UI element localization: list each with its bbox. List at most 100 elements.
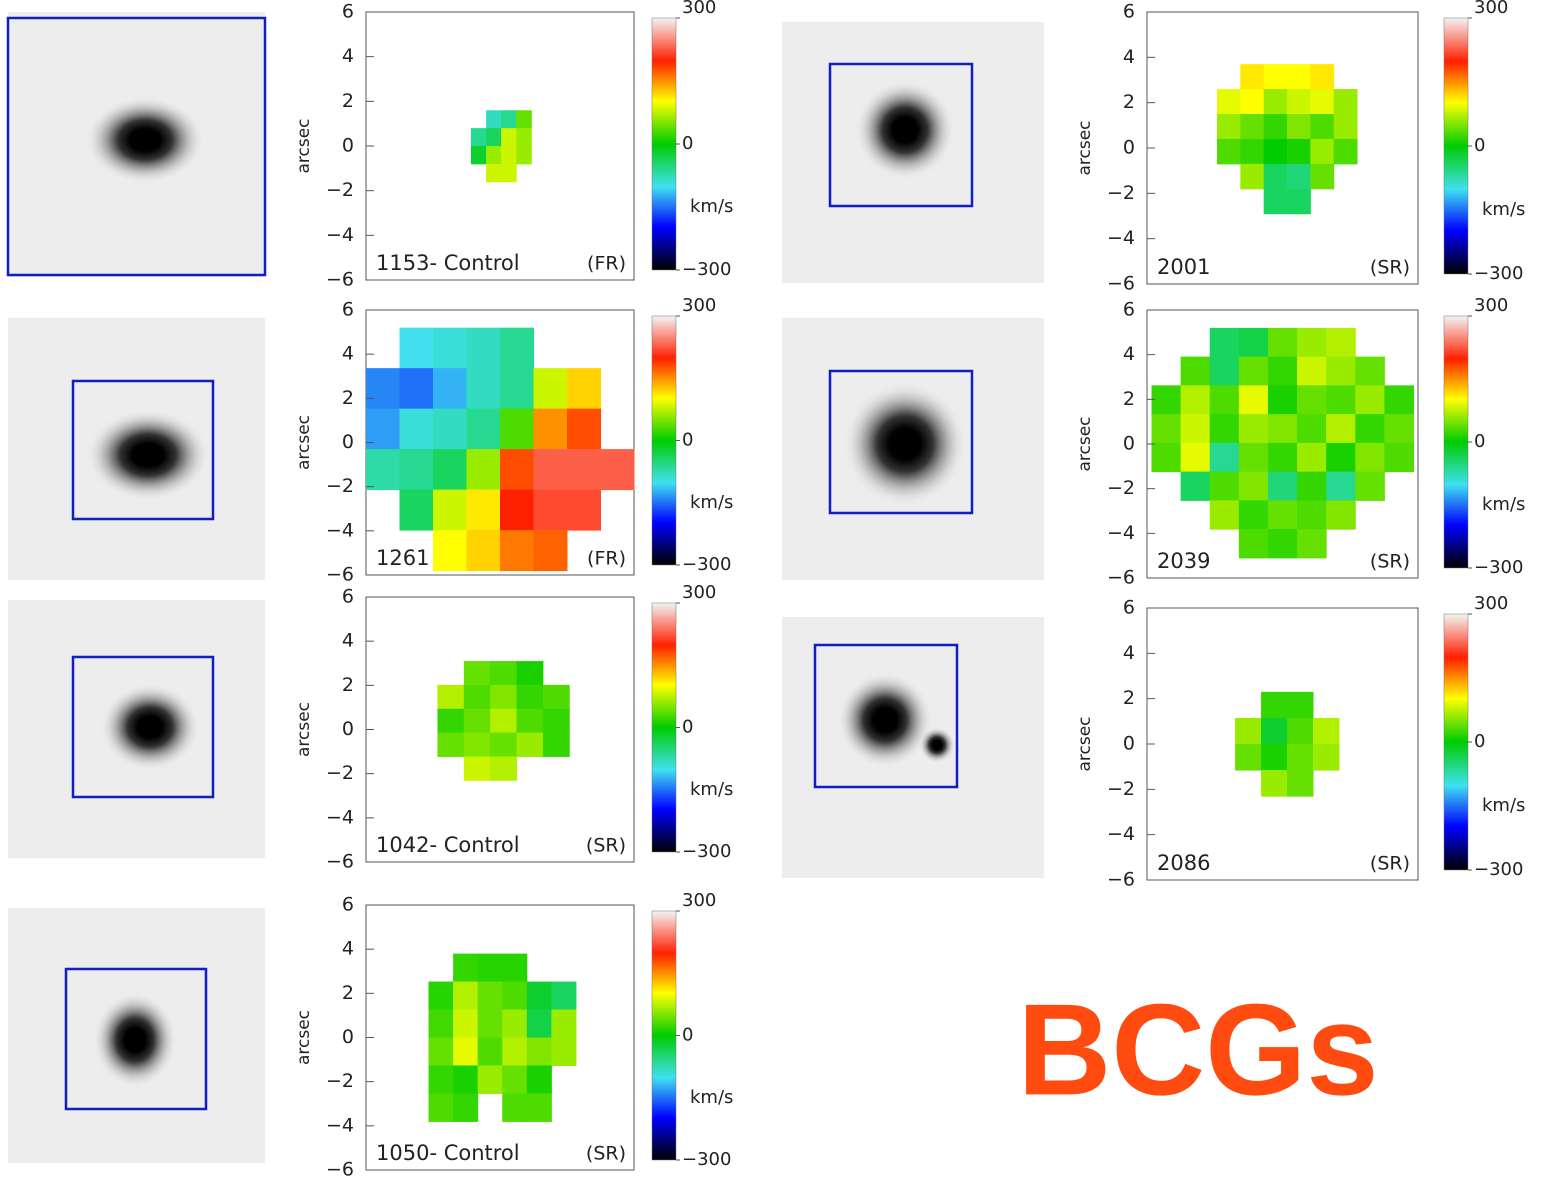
- velocity-pixel: [1209, 356, 1240, 386]
- y-tick-label: 4: [1123, 46, 1135, 68]
- velocity-pixel: [1384, 442, 1414, 473]
- velocity-pixel: [500, 489, 534, 531]
- panel-label: 1042- Control: [376, 833, 520, 857]
- velocity-pixel: [463, 684, 491, 710]
- velocity-pixel: [500, 449, 534, 491]
- velocity-pixel: [1297, 500, 1327, 530]
- y-axis-label: arcsec: [294, 118, 314, 173]
- aperture-box: [828, 62, 974, 208]
- y-tick-label: 2: [342, 982, 354, 1004]
- velocity-pixel: [567, 368, 601, 410]
- galaxy: [93, 992, 177, 1088]
- velocity-pixel: [516, 146, 532, 165]
- velocity-pixel: [399, 327, 434, 369]
- colorbar: [651, 17, 677, 271]
- velocity-pixel: [567, 408, 601, 450]
- velocity-pixel: [1261, 691, 1288, 719]
- panel-class: (SR): [1370, 257, 1410, 279]
- velocity-pixel: [437, 708, 465, 734]
- y-tick-label: 6: [342, 299, 354, 321]
- y-tick-label: −4: [326, 519, 354, 541]
- y-tick-label: −4: [1107, 823, 1135, 845]
- aperture-box: [64, 967, 208, 1111]
- velocity-pixel: [1287, 770, 1314, 797]
- galaxy: [100, 683, 200, 771]
- velocity-pixel: [490, 684, 518, 710]
- colorbar-unit: km/s: [1482, 795, 1525, 816]
- velocity-pixel: [1310, 138, 1335, 165]
- y-axis-label: arcsec: [1075, 716, 1095, 771]
- velocity-pixel: [437, 732, 465, 757]
- velocity-pixel: [1261, 744, 1288, 771]
- colorbar-label: 300: [682, 890, 716, 911]
- y-tick-label: −2: [326, 762, 354, 784]
- velocity-pixel: [453, 1009, 479, 1038]
- velocity-pixel: [1180, 414, 1211, 444]
- velocity-pixel: [1287, 691, 1314, 719]
- velocity-pixel: [1263, 188, 1288, 215]
- panel-class: (SR): [1370, 853, 1410, 875]
- galaxy: [843, 382, 967, 506]
- panel-class: (SR): [586, 1143, 626, 1165]
- panel-label: 2001: [1157, 255, 1210, 279]
- galaxy: [837, 672, 933, 768]
- colorbar-unit: km/s: [690, 1087, 733, 1108]
- velocity-pixel: [500, 530, 534, 572]
- colorbar: [651, 315, 677, 566]
- velocity-pixel: [1238, 471, 1269, 501]
- y-tick-label: 4: [1123, 343, 1135, 365]
- velocity-pixel: [1240, 89, 1265, 115]
- velocity-pixel: [428, 981, 454, 1011]
- panel-label: 2039: [1157, 549, 1210, 573]
- y-tick-label: 0: [342, 431, 354, 453]
- panel-label: 1153- Control: [376, 251, 520, 275]
- velocity-pixel: [1326, 471, 1356, 501]
- velocity-pixel: [1297, 529, 1327, 559]
- velocity-pixel: [533, 530, 568, 572]
- velocity-pixel: [399, 489, 434, 531]
- y-tick-label: 4: [1123, 642, 1135, 664]
- y-tick-label: 4: [342, 630, 354, 652]
- colorbar-label: 300: [682, 582, 716, 603]
- velocity-pixel: [567, 489, 601, 531]
- y-tick-label: 4: [342, 343, 354, 365]
- velocity-pixel: [433, 408, 467, 450]
- velocity-pixel: [486, 163, 502, 183]
- velocity-pixel: [526, 1037, 552, 1066]
- velocity-pixel: [1297, 385, 1327, 415]
- y-tick-label: 2: [342, 387, 354, 409]
- velocity-pixel: [470, 128, 487, 147]
- velocity-pixel: [1217, 114, 1241, 140]
- velocity-pixel: [1238, 442, 1269, 473]
- y-tick-label: 0: [1123, 433, 1135, 455]
- velocity-pixel: [1238, 414, 1269, 444]
- velocity-pixel: [463, 732, 491, 757]
- y-tick-label: −2: [326, 179, 354, 201]
- velocity-pixel: [1209, 385, 1240, 415]
- velocity-pixel: [502, 1037, 528, 1066]
- velocity-pixel: [502, 1009, 528, 1038]
- y-tick-label: 4: [342, 45, 354, 67]
- velocity-pixel: [1333, 89, 1358, 115]
- velocity-pixel: [551, 1037, 577, 1066]
- velocity-pixel: [1287, 163, 1311, 190]
- y-tick-label: −4: [1107, 227, 1135, 249]
- colorbar-label: −300: [1474, 557, 1523, 578]
- colorbar-label: 0: [1474, 135, 1485, 156]
- y-tick-label: −2: [1107, 778, 1135, 800]
- velocity-pixel: [466, 408, 501, 450]
- velocity-pixel: [501, 110, 517, 129]
- velocity-pixel: [433, 368, 467, 410]
- velocity-pixel: [1310, 163, 1335, 190]
- galaxy: [919, 727, 955, 763]
- velocity-pixel: [1287, 717, 1314, 745]
- velocity-pixel: [1267, 471, 1298, 501]
- y-tick-label: −6: [326, 1159, 354, 1178]
- colorbar-label: −300: [1474, 263, 1523, 284]
- velocity-pixel: [1310, 114, 1335, 140]
- y-tick-label: 2: [342, 674, 354, 696]
- colorbar-unit: km/s: [690, 492, 733, 513]
- y-tick-label: −4: [326, 806, 354, 828]
- velocity-pixel: [1310, 64, 1335, 90]
- y-tick-label: −4: [1107, 522, 1135, 544]
